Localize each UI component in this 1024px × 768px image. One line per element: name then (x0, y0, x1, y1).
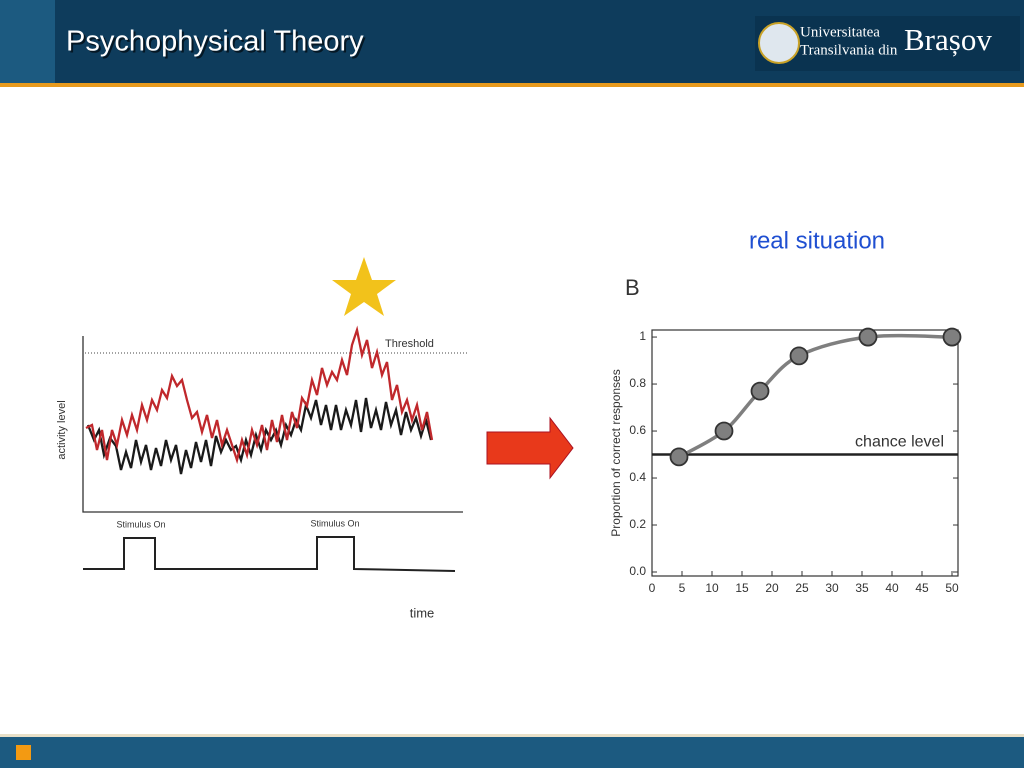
header-square (0, 0, 55, 83)
x-tick-label: 5 (679, 581, 686, 595)
x-tick-label: 0 (649, 581, 656, 595)
y-tick-label: 1 (639, 329, 646, 343)
x-tick-label: 40 (885, 581, 899, 595)
x-tick-label: 50 (945, 581, 959, 595)
stimulus-trace (83, 536, 456, 572)
x-tick-label: 10 (705, 581, 719, 595)
x-tick-label: 15 (735, 581, 749, 595)
y-tick-label: 0.2 (629, 517, 646, 531)
data-point (714, 421, 734, 441)
y-tick-label: 0.0 (629, 564, 646, 578)
caption: real situation (749, 227, 885, 254)
stimulus-label: Stimulus On (310, 518, 359, 528)
y-tick-label: 0.4 (629, 470, 646, 484)
y-tick-label: 0.8 (629, 376, 646, 390)
left-axes (82, 336, 463, 513)
data-point (858, 327, 878, 347)
data-point (789, 346, 809, 366)
slide-title: Psychophysical Theory (66, 26, 364, 58)
arrow (486, 416, 574, 480)
header-rule (0, 83, 1024, 87)
data-point (942, 327, 962, 347)
star (332, 257, 396, 316)
footer-rule (0, 734, 1024, 737)
footer-square (16, 745, 31, 760)
noise-trace (86, 397, 433, 475)
x-tick-label: 35 (855, 581, 869, 595)
stimulus-label: Stimulus On (116, 519, 165, 529)
x-tick-label: 20 (765, 581, 779, 595)
chance-label: chance level (855, 434, 944, 451)
y-label: activity level (56, 400, 68, 459)
data-point (750, 381, 770, 401)
y-tick-label: 0.6 (629, 423, 646, 437)
threshold-label: Threshold (385, 338, 434, 350)
x-tick-label: 25 (795, 581, 809, 595)
x-tick-label: 30 (825, 581, 839, 595)
x-tick-label: 45 (915, 581, 929, 595)
plot-frame (651, 329, 959, 577)
x-label: time (410, 605, 435, 620)
y-axis-label: Proportion of correct responses (609, 369, 623, 536)
logo-line1: Universitatea (800, 24, 880, 40)
logo-emblem (758, 22, 800, 64)
panel-label: B (625, 275, 640, 300)
footer-band (0, 737, 1024, 768)
data-point (669, 447, 689, 467)
logo-line2: Transilvania din (800, 42, 898, 58)
logo-city: Brașov (904, 22, 992, 57)
signal-trace (85, 325, 434, 465)
title-shadow: Psychophysical Theory (68, 28, 366, 60)
